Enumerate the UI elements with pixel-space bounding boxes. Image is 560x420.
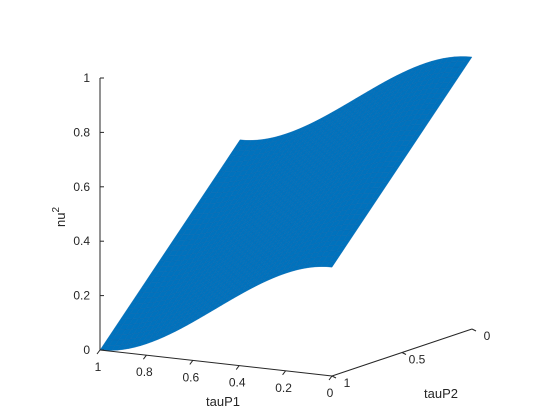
x-tick-label: 0.6 <box>182 370 199 384</box>
y-tick-mark <box>401 352 407 355</box>
x-tick-label: 0.4 <box>229 376 246 390</box>
z-tick-label: 0.4 <box>73 234 90 248</box>
surface-patch <box>462 56 473 63</box>
x-tick-label: 0.2 <box>275 381 292 395</box>
x-axis-label: tauP1 <box>206 394 240 409</box>
z-tick-label: 0 <box>83 343 90 357</box>
x-tick-mark <box>235 365 240 370</box>
x-tick-mark <box>282 370 287 376</box>
z-tick-label: 0.6 <box>73 180 90 194</box>
x-tick-label: 1 <box>95 360 102 374</box>
y-axis-label: tauP2 <box>424 386 458 401</box>
x-tick-mark <box>189 360 194 365</box>
x-tick-mark <box>96 349 101 355</box>
x-tick-label: 0 <box>327 386 334 400</box>
z-axis-label-superscript: 2 <box>51 207 62 213</box>
surface <box>99 56 473 351</box>
z-tick-label: 0.8 <box>73 125 90 139</box>
z-axis-label: nu2 <box>51 207 68 227</box>
y-tick-mark <box>471 328 477 332</box>
x-tick-label: 0.8 <box>136 365 153 379</box>
axes <box>96 77 477 381</box>
y-tick-label: 0.5 <box>409 353 426 367</box>
y-tick-mark <box>331 375 337 379</box>
x-axis-line <box>99 349 333 377</box>
axis-labels: tauP1 tauP2 nu2 <box>51 207 458 409</box>
y-tick-label: 0 <box>484 329 491 343</box>
z-tick-label: 1 <box>83 71 90 85</box>
x-tick-mark <box>142 354 147 360</box>
z-axis-label-base: nu <box>53 213 68 227</box>
z-tick-label: 0.2 <box>73 289 90 303</box>
x-tick-mark <box>328 375 333 381</box>
y-tick-label: 1 <box>344 376 351 390</box>
